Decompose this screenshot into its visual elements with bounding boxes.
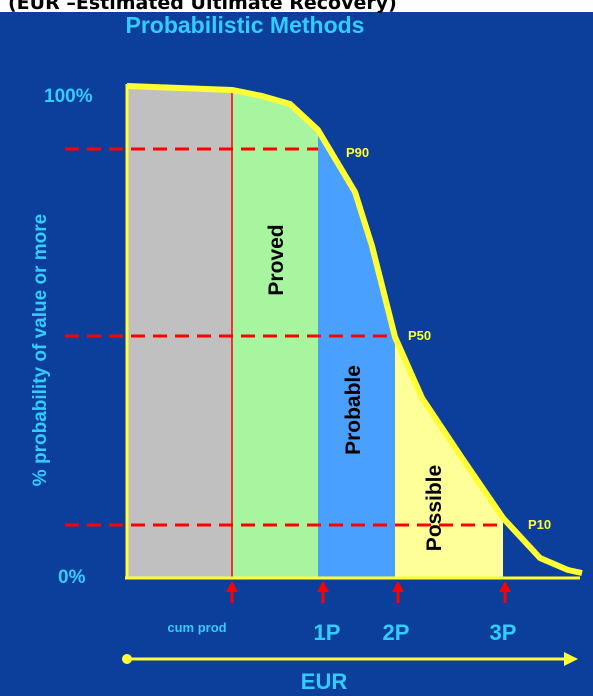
cumulative-probability-curve — [126, 83, 583, 576]
y-tick-0: 0% — [58, 567, 86, 588]
p10-label: P10 — [528, 517, 551, 532]
proved-region — [232, 90, 318, 578]
p50-label: P50 — [408, 328, 431, 343]
3p-arrow — [499, 581, 511, 603]
y-axis-label: % probability of value or more — [30, 214, 51, 486]
eur-axis-arrowhead — [564, 652, 578, 666]
gray-region-cum-prod — [127, 87, 232, 578]
cum-prod-arrow — [226, 581, 238, 603]
y-tick-100: 100% — [44, 86, 93, 107]
3p-label: 3P — [490, 620, 517, 645]
cum-prod-label: cum prod — [167, 620, 226, 635]
p90-label: P90 — [346, 145, 369, 160]
probable-label: Probable — [342, 365, 365, 455]
x-axis-label: EUR — [301, 669, 348, 694]
1p-arrow — [317, 581, 329, 603]
2p-label: 2P — [383, 620, 410, 645]
probable-region — [318, 130, 395, 578]
possible-label: Possible — [423, 465, 446, 551]
diagram-title: Probabilistic Methods — [126, 12, 365, 38]
possible-region — [395, 337, 503, 578]
header-caption: (EUR –Estimated Ultimate Recovery) — [8, 0, 397, 14]
1p-label: 1P — [314, 620, 341, 645]
2p-arrow — [392, 581, 404, 603]
proved-label: Proved — [265, 224, 288, 295]
